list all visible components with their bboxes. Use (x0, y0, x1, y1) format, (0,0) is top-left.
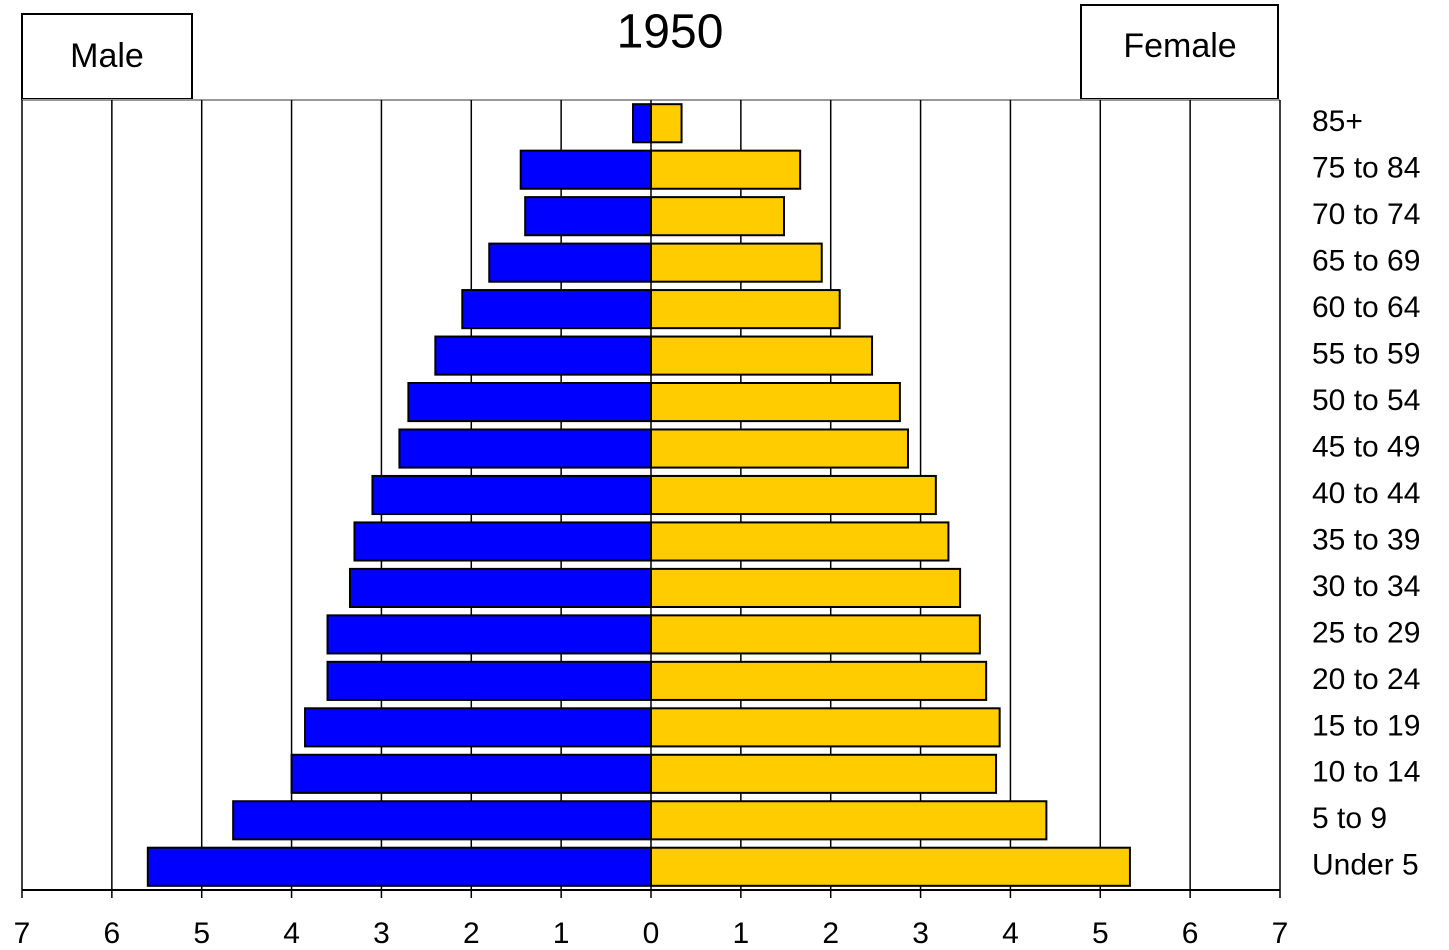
y-tick-label: 85+ (1312, 105, 1363, 138)
bar (650, 660, 988, 701)
x-tick-label: 5 (193, 917, 210, 950)
y-tick-label: 40 to 44 (1312, 477, 1420, 510)
y-tick-label: 75 to 84 (1312, 152, 1420, 185)
bar (650, 103, 683, 144)
bar (348, 567, 652, 608)
y-tick-label: 60 to 64 (1312, 291, 1420, 324)
x-tick-label: 6 (1182, 917, 1199, 950)
bar (650, 567, 962, 608)
y-tick-label: 65 to 69 (1312, 245, 1420, 278)
y-tick-label: 10 to 14 (1312, 756, 1420, 789)
x-tick-label: 3 (373, 917, 390, 950)
bar (461, 289, 652, 330)
bar (650, 382, 901, 423)
x-tick-label: 5 (1092, 917, 1109, 950)
x-tick-label: 4 (1002, 917, 1019, 950)
bar (650, 521, 950, 562)
bar (650, 196, 785, 237)
bar (290, 753, 652, 794)
y-tick-label: 25 to 29 (1312, 616, 1420, 649)
x-tick-label: 7 (1272, 917, 1289, 950)
bar (650, 753, 998, 794)
bar (488, 242, 652, 283)
chart-title: 1950 (617, 6, 724, 59)
bar (232, 800, 653, 841)
y-tick-label: 30 to 34 (1312, 570, 1420, 603)
x-tick-label: 4 (283, 917, 300, 950)
y-tick-label: 70 to 74 (1312, 198, 1420, 231)
x-tick-label: 1 (553, 917, 570, 950)
bar (650, 474, 937, 516)
bar (146, 846, 653, 887)
bar (304, 707, 652, 748)
y-tick-label: 20 to 24 (1312, 663, 1420, 696)
bar (353, 521, 652, 562)
bar (650, 707, 1001, 748)
x-tick-label: 1 (733, 917, 750, 950)
bar (650, 846, 1131, 887)
bar (519, 149, 653, 190)
bar (650, 242, 823, 283)
bar (326, 660, 652, 701)
legend-label: Male (70, 37, 144, 75)
bar (434, 335, 653, 376)
legend-label: Female (1123, 27, 1236, 65)
y-tick-label: 5 to 9 (1312, 802, 1387, 835)
y-tick-label: 50 to 54 (1312, 384, 1420, 417)
bar (632, 103, 652, 144)
bar (398, 428, 652, 469)
x-tick-label: 0 (643, 917, 660, 950)
legend-box (21, 13, 193, 100)
bar (650, 800, 1048, 841)
y-tick-label: 35 to 39 (1312, 523, 1420, 556)
x-tick-label: 3 (912, 917, 929, 950)
bar (650, 614, 981, 655)
legend-box (1080, 4, 1279, 100)
y-tick-label: 15 to 19 (1312, 709, 1420, 742)
bar (650, 428, 909, 469)
x-tick-label: 2 (463, 917, 480, 950)
bar (650, 149, 802, 190)
bar (371, 474, 652, 516)
bar (524, 196, 653, 237)
bar (407, 382, 652, 423)
x-tick-label: 2 (822, 917, 839, 950)
bar (650, 335, 874, 376)
bar (650, 289, 841, 330)
x-tick-label: 6 (104, 917, 121, 950)
y-tick-label: 55 to 59 (1312, 338, 1420, 371)
x-tick-label: 7 (14, 917, 31, 950)
y-tick-label: 45 to 49 (1312, 430, 1420, 463)
y-tick-label: Under 5 (1312, 849, 1419, 882)
bar (326, 614, 652, 655)
